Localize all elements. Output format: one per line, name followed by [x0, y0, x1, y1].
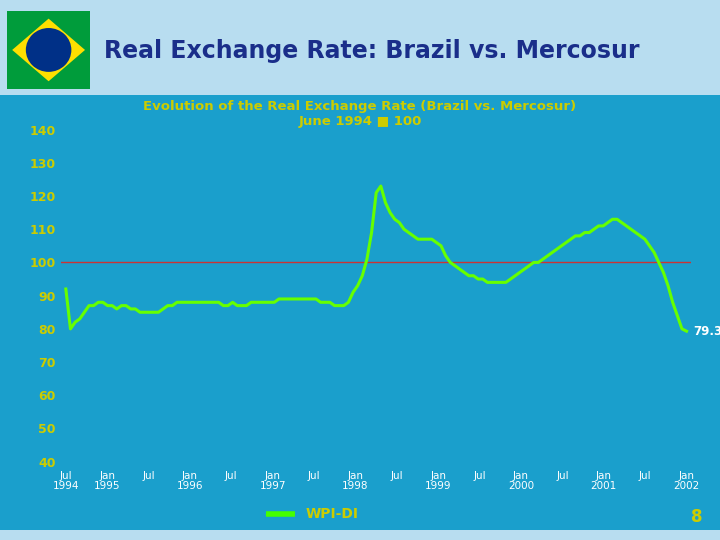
Text: WPI-DI: WPI-DI	[306, 507, 359, 521]
Text: Jan: Jan	[431, 471, 446, 481]
Text: Evolution of the Real Exchange Rate (Brazil vs. Mercosur): Evolution of the Real Exchange Rate (Bra…	[143, 100, 577, 113]
Text: 2002: 2002	[673, 481, 700, 491]
Text: Jul: Jul	[225, 471, 238, 481]
Text: Jul: Jul	[143, 471, 155, 481]
Text: June 1994 ■ 100: June 1994 ■ 100	[298, 115, 422, 128]
Text: Jul: Jul	[390, 471, 403, 481]
Text: Real Exchange Rate: Brazil vs. Mercosur: Real Exchange Rate: Brazil vs. Mercosur	[104, 39, 640, 63]
Text: 79.3: 79.3	[693, 325, 720, 338]
Text: Jul: Jul	[556, 471, 569, 481]
Text: 1997: 1997	[259, 481, 286, 491]
Text: 1998: 1998	[342, 481, 369, 491]
Text: Jan: Jan	[513, 471, 529, 481]
Text: 1996: 1996	[176, 481, 203, 491]
Text: Jul: Jul	[473, 471, 486, 481]
Text: Jan: Jan	[348, 471, 364, 481]
Text: 1999: 1999	[425, 481, 451, 491]
Text: Jan: Jan	[265, 471, 281, 481]
Text: 8: 8	[690, 509, 702, 526]
Text: Jan: Jan	[182, 471, 198, 481]
Text: Jul: Jul	[60, 471, 72, 481]
Text: 1995: 1995	[94, 481, 120, 491]
Text: 2001: 2001	[590, 481, 617, 491]
Text: 1994: 1994	[53, 481, 79, 491]
Text: Jul: Jul	[639, 471, 652, 481]
Text: Jan: Jan	[678, 471, 695, 481]
Text: Jan: Jan	[99, 471, 115, 481]
Text: Jan: Jan	[596, 471, 612, 481]
Text: 2000: 2000	[508, 481, 534, 491]
Text: Jul: Jul	[308, 471, 320, 481]
Text: ——: ——	[265, 507, 295, 522]
